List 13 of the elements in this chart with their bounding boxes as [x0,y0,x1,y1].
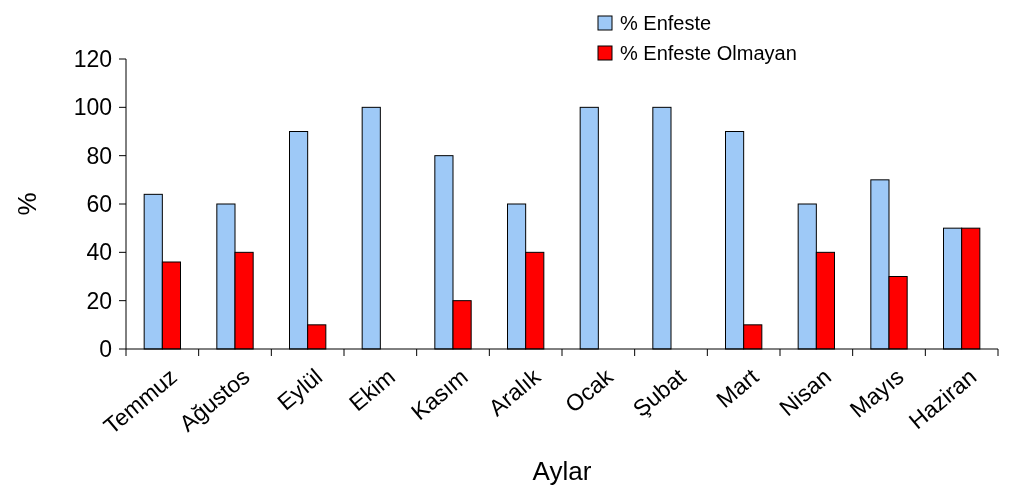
x-tick-label: Mart [711,362,764,413]
y-tick-label: 100 [73,94,112,121]
x-axis-title: Aylar [532,456,592,486]
y-tick-label: 60 [86,191,112,218]
y-tick-label: 0 [99,336,112,363]
y-tick-label: 120 [73,46,112,73]
y-tick-label: 40 [86,239,112,266]
legend-label: % Enfeste [620,12,712,34]
y-tick-label: 20 [86,287,112,314]
legend-label: % Enfeste Olmayan [620,42,797,64]
x-tick-label: Ekim [344,363,400,417]
y-axis-title: % [12,192,42,216]
y-tick-label: 80 [86,142,112,169]
